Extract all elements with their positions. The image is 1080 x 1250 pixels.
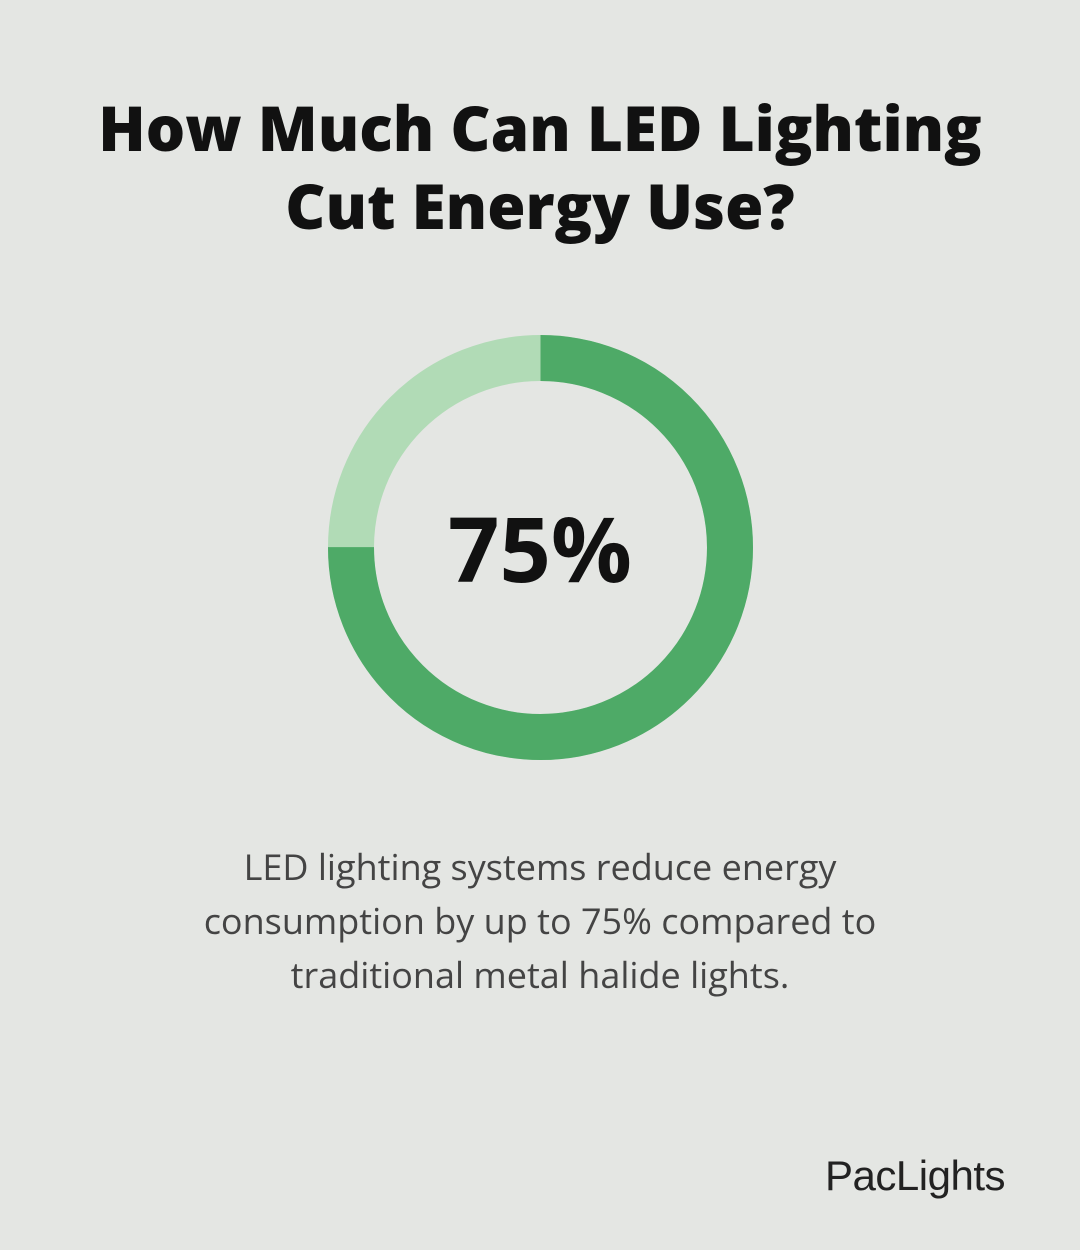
page-title: How Much Can LED Lighting Cut Energy Use… (70, 90, 1010, 245)
donut-percentage-label: 75% (448, 487, 632, 609)
brand-logo: PacLights (825, 1152, 1005, 1200)
donut-chart: 75% (328, 335, 753, 760)
caption-text: LED lighting systems reduce energy consu… (130, 840, 950, 1002)
